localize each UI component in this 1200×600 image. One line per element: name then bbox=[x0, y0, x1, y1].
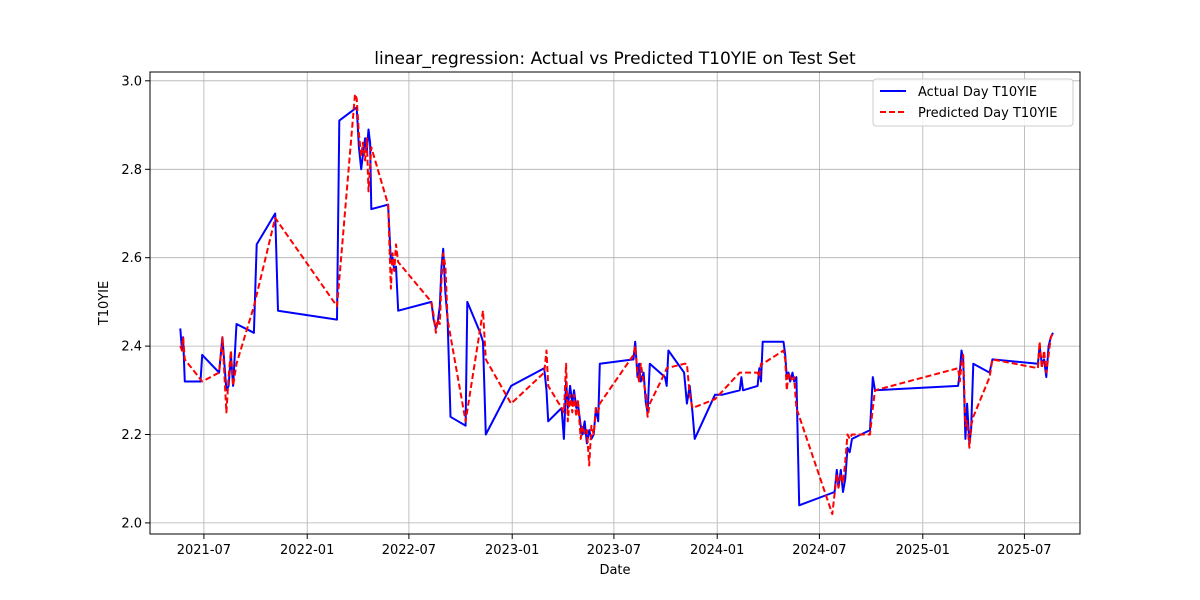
x-tick-label: 2023-07 bbox=[587, 543, 641, 558]
chart-title: linear_regression: Actual vs Predicted T… bbox=[374, 49, 856, 69]
y-tick-label: 2.0 bbox=[121, 516, 142, 531]
legend-label-predicted: Predicted Day T10YIE bbox=[918, 106, 1057, 121]
series-line-predicted bbox=[179, 93, 1054, 516]
y-tick-label: 2.4 bbox=[121, 340, 142, 355]
grid-lines bbox=[150, 72, 1080, 534]
x-tick-label: 2024-07 bbox=[792, 543, 846, 558]
x-tick-label: 2022-01 bbox=[280, 543, 334, 558]
y-tick-label: 3.0 bbox=[121, 74, 142, 89]
x-tick-label: 2025-01 bbox=[896, 543, 950, 558]
series-layer bbox=[179, 93, 1054, 516]
axis-ticks: 2021-07 2022-01 2022-07 2023-01 2023-07 2024-… bbox=[121, 74, 1051, 558]
x-tick-label: 2022-07 bbox=[382, 543, 436, 558]
plot-frame bbox=[149, 71, 1081, 535]
legend-box bbox=[872, 78, 1074, 127]
x-axis-label: Date bbox=[599, 563, 630, 578]
x-tick-label: 2023-01 bbox=[485, 543, 539, 558]
legend-label-actual: Actual Day T10YIE bbox=[918, 85, 1037, 100]
y-tick-label: 2.8 bbox=[121, 163, 142, 178]
x-tick-label: 2025-07 bbox=[997, 543, 1051, 558]
y-tick-label: 2.2 bbox=[121, 428, 142, 443]
x-tick-label: 2024-01 bbox=[690, 543, 744, 558]
y-tick-label: 2.6 bbox=[121, 251, 142, 266]
y-axis-label: T10YIE bbox=[97, 281, 112, 326]
legend: Actual Day T10YIE Predicted Day T10YIE bbox=[872, 78, 1074, 127]
x-tick-label: 2021-07 bbox=[177, 543, 231, 558]
